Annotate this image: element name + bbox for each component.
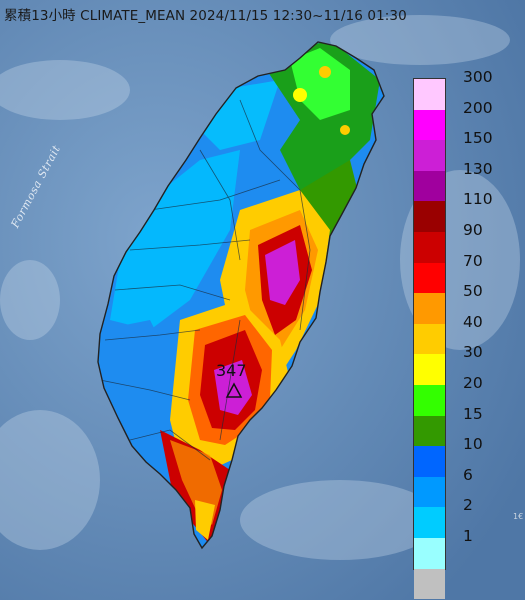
triangle-peak-icon bbox=[225, 382, 243, 398]
legend-label: 1 bbox=[463, 527, 473, 545]
legend-swatch bbox=[414, 170, 445, 202]
legend-label: 20 bbox=[463, 374, 483, 392]
legend-colorbar bbox=[413, 78, 446, 600]
legend-label: 15 bbox=[463, 404, 483, 423]
corner-mark: 1€ bbox=[513, 512, 524, 521]
legend-label: 110 bbox=[463, 190, 493, 209]
legend-swatch bbox=[414, 385, 445, 416]
legend-label: 30 bbox=[463, 343, 483, 362]
legend-label: 70 bbox=[463, 251, 483, 270]
legend-label: 130 bbox=[463, 159, 493, 178]
legend-label: 6 bbox=[463, 465, 473, 484]
legend-label: 40 bbox=[463, 312, 483, 331]
legend-label: 10 bbox=[463, 435, 483, 454]
legend-swatch bbox=[414, 415, 445, 447]
cloud-texture bbox=[0, 15, 520, 560]
legend-swatch bbox=[414, 354, 445, 385]
legend-swatch bbox=[414, 323, 445, 355]
legend-swatch bbox=[414, 232, 445, 263]
legend-swatch bbox=[414, 293, 445, 324]
legend-label: 200 bbox=[463, 98, 493, 117]
legend-label: 300 bbox=[463, 68, 493, 86]
legend-swatch bbox=[414, 109, 445, 141]
legend-label: 2 bbox=[463, 496, 473, 515]
legend-label: 90 bbox=[463, 221, 483, 239]
legend-swatch bbox=[414, 538, 445, 569]
legend-label: 150 bbox=[463, 129, 493, 148]
legend-swatch bbox=[414, 201, 445, 232]
legend-swatch bbox=[414, 262, 445, 294]
legend-swatch bbox=[414, 476, 445, 508]
legend-swatch bbox=[414, 507, 445, 538]
legend-swatch bbox=[414, 140, 445, 171]
peak-value-label: 347 bbox=[216, 361, 247, 380]
legend-label: 50 bbox=[463, 282, 483, 301]
map-title: 累積13小時 CLIMATE_MEAN 2024/11/15 12:30~11/… bbox=[4, 8, 407, 24]
legend-swatch bbox=[414, 79, 445, 110]
legend-swatch bbox=[414, 446, 445, 477]
legend-swatch bbox=[414, 568, 445, 600]
island-outline bbox=[97, 41, 385, 550]
